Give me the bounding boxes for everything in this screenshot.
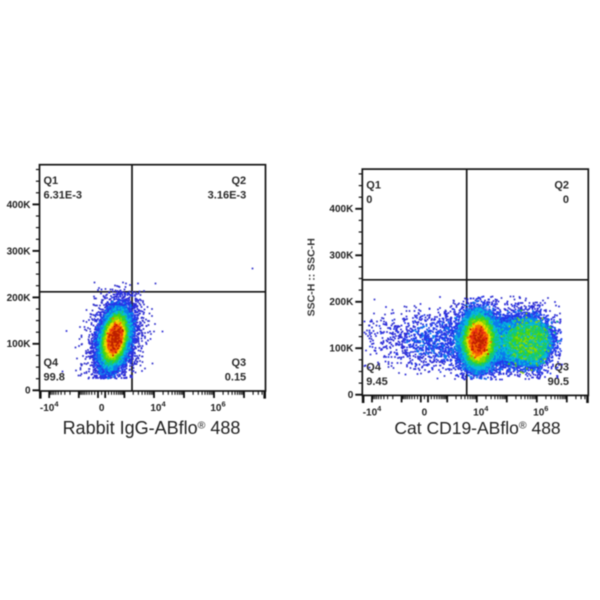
svg-text:SSC-H :: SSC-H: SSC-H :: SSC-H bbox=[306, 238, 318, 316]
svg-text:Rabbit IgG-ABflo® 488: Rabbit IgG-ABflo® 488 bbox=[63, 418, 241, 438]
svg-text:Q2: Q2 bbox=[232, 175, 247, 187]
svg-text:Q3: Q3 bbox=[554, 362, 569, 374]
svg-text:Q1: Q1 bbox=[44, 175, 59, 187]
svg-text:0: 0 bbox=[563, 194, 569, 206]
svg-text:0: 0 bbox=[422, 407, 428, 418]
svg-text:0: 0 bbox=[99, 403, 105, 414]
svg-text:100K: 100K bbox=[7, 339, 32, 350]
svg-text:6.31E-3: 6.31E-3 bbox=[44, 190, 83, 202]
svg-text:400K: 400K bbox=[7, 200, 32, 211]
svg-text:200K: 200K bbox=[329, 297, 354, 308]
svg-text:0: 0 bbox=[366, 194, 372, 206]
svg-text:9.45: 9.45 bbox=[366, 376, 387, 388]
svg-text:400K: 400K bbox=[329, 204, 354, 215]
svg-text:300K: 300K bbox=[7, 246, 32, 257]
svg-text:0: 0 bbox=[25, 386, 31, 397]
svg-text:3.16E-3: 3.16E-3 bbox=[208, 190, 247, 202]
svg-text:200K: 200K bbox=[7, 293, 32, 304]
svg-text:Q2: Q2 bbox=[554, 180, 569, 192]
svg-text:Q4: Q4 bbox=[44, 357, 60, 369]
svg-text:Cat CD19-ABflo® 488: Cat CD19-ABflo® 488 bbox=[394, 418, 560, 438]
svg-text:0.15: 0.15 bbox=[225, 372, 246, 384]
svg-text:Q1: Q1 bbox=[366, 180, 381, 192]
svg-text:Q4: Q4 bbox=[366, 362, 382, 374]
svg-text:300K: 300K bbox=[329, 251, 354, 262]
svg-text:0: 0 bbox=[348, 390, 354, 401]
svg-text:Q3: Q3 bbox=[232, 357, 247, 369]
svg-text:100K: 100K bbox=[329, 344, 354, 355]
svg-text:99.8: 99.8 bbox=[44, 372, 65, 384]
svg-text:90.5: 90.5 bbox=[548, 376, 569, 388]
